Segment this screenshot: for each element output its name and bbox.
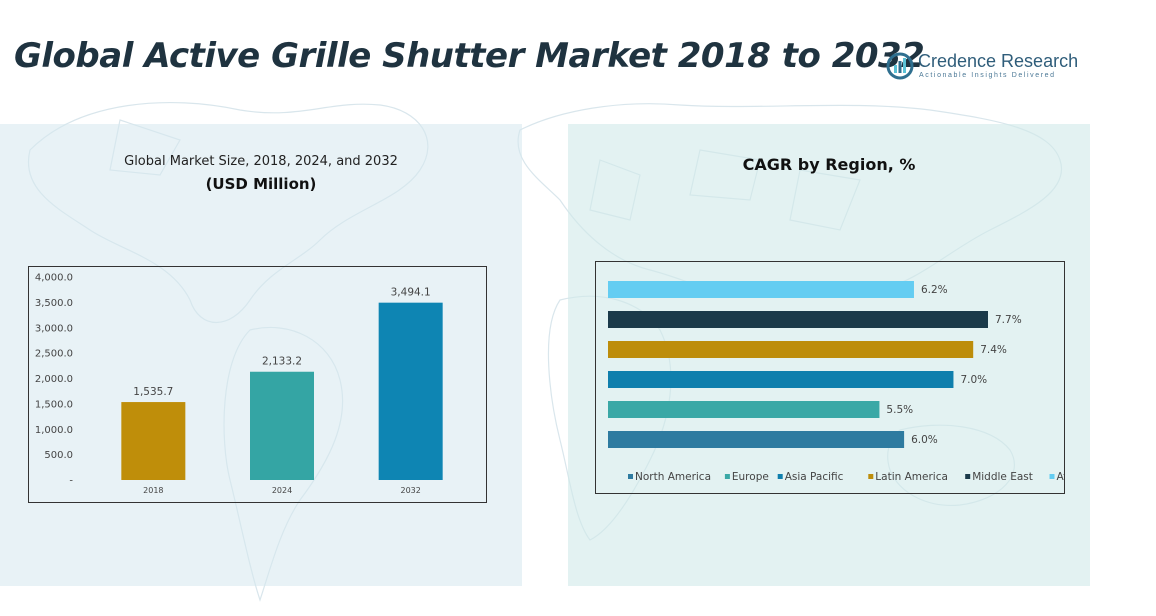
cagr-chart-frame: 6.2% 7.7% 7.4% 7.0% 5.5% 6.0% North America Eur…: [595, 261, 1086, 494]
brand-logo: Credence Research Actionable Insights De…: [886, 50, 1079, 84]
x-tick-label-2024: 2024: [272, 486, 292, 495]
page-title: Global Active Grille Shutter Market 2018…: [14, 36, 925, 76]
market-size-chart-title: Global Market Size, 2018, 2024, and 2032: [124, 154, 398, 169]
legend-swatch-asia-pacific: [777, 474, 783, 479]
market-size-bar-chart: - 500.0 1,000.0 1,500.0 2,000.0 2,500.0 3,000.…: [35, 273, 443, 495]
data-label-2032: 3,494.1: [391, 287, 431, 299]
legend-label-africa: Africa: [1057, 471, 1065, 483]
data-label-africa: 6.2%: [921, 284, 948, 296]
bar-africa: [608, 281, 914, 298]
legend-label-north-america: North America: [635, 471, 711, 483]
legend-swatch-north-america: [628, 474, 633, 479]
y-tick-label: 4,000.0: [35, 273, 73, 284]
brand-tagline: Actionable Insights Delivered: [919, 72, 1056, 79]
data-label-2018: 1,535.7: [133, 386, 173, 398]
bar-middle-east: [608, 311, 988, 328]
legend-swatch-africa: [1049, 474, 1055, 479]
y-tick-label: 1,000.0: [35, 425, 73, 436]
data-label-2024: 2,133.2: [262, 356, 302, 368]
x-tick-label-2032: 2032: [400, 486, 420, 495]
cagr-horizontal-bar-chart: 6.2% 7.7% 7.4% 7.0% 5.5% 6.0% North America Eur…: [608, 281, 1086, 483]
data-label-europe: 5.5%: [886, 404, 913, 416]
brand-logo-icon: [886, 52, 914, 80]
bar-europe: [608, 401, 880, 418]
data-label-asia-pacific: 7.0%: [960, 374, 987, 386]
legend-swatch-latin-america: [868, 474, 874, 479]
cagr-chart-title: CAGR by Region, %: [742, 155, 916, 174]
y-tick-label: 3,000.0: [35, 323, 73, 334]
data-label-middle-east: 7.7%: [995, 314, 1022, 326]
y-tick-label: 1,500.0: [35, 399, 73, 410]
legend-label-asia-pacific: Asia Pacific: [785, 471, 844, 483]
y-tick-label: 3,500.0: [35, 298, 73, 309]
bar-north-america: [608, 431, 905, 448]
brand-name: Credence Research: [918, 51, 1079, 71]
legend-label-latin-america: Latin America: [875, 471, 948, 483]
bar-2018: [121, 402, 186, 480]
y-tick-label: 2,000.0: [35, 374, 73, 385]
y-tick-label: 500.0: [44, 450, 73, 461]
x-tick-label-2018: 2018: [143, 486, 163, 495]
y-tick-label: 2,500.0: [35, 349, 73, 360]
market-size-chart-frame: - 500.0 1,000.0 1,500.0 2,000.0 2,500.0 3,000.…: [28, 266, 487, 503]
legend-label-middle-east: Middle East: [972, 471, 1033, 483]
bar-latin-america: [608, 341, 974, 358]
legend-swatch-middle-east: [965, 474, 971, 479]
bar-2032: [378, 302, 443, 480]
legend-swatch-europe: [724, 474, 730, 479]
y-tick-label: -: [69, 476, 73, 487]
legend-label-europe: Europe: [732, 471, 769, 483]
bar-2024: [250, 371, 314, 480]
data-label-north-america: 6.0%: [911, 434, 938, 446]
data-label-latin-america: 7.4%: [980, 344, 1007, 356]
bar-asia-pacific: [608, 371, 954, 388]
market-size-chart-subtitle: (USD Million): [205, 175, 317, 193]
